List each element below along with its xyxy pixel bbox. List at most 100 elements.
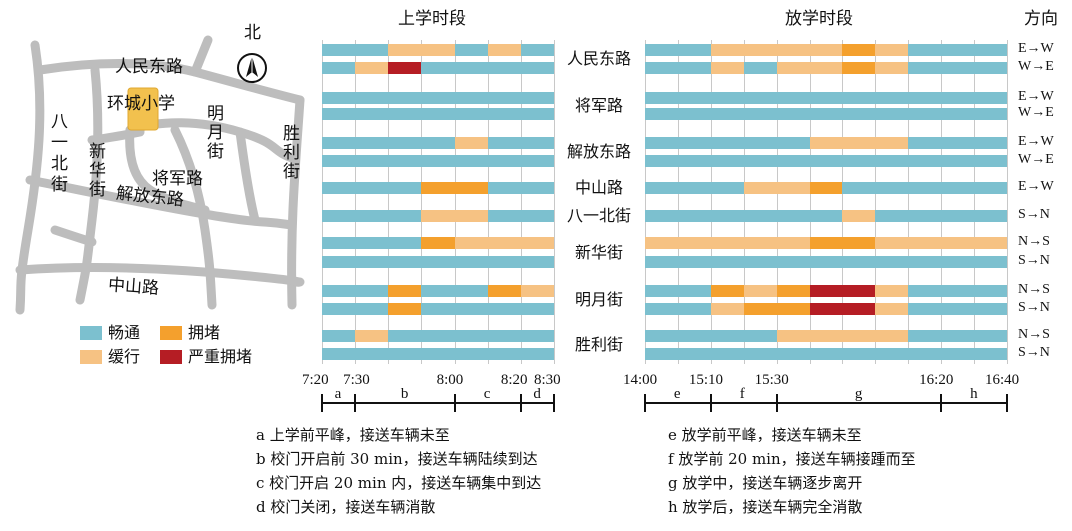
legend-swatch-severe <box>160 350 182 364</box>
traffic-segment <box>941 256 975 268</box>
direction-label: W→E <box>1018 59 1054 74</box>
traffic-segment <box>454 285 488 297</box>
traffic-segment <box>454 108 488 120</box>
road-name-label: 中山路 <box>574 178 623 197</box>
morning-bar-row <box>322 256 554 268</box>
traffic-segment <box>776 348 810 360</box>
traffic-segment <box>743 256 777 268</box>
location-map: 北 人民东路 环城小学 将军路 解放东路 中山路 八一北街 新华街 明月街 胜利… <box>0 20 320 320</box>
traffic-segment <box>645 137 678 149</box>
traffic-segment <box>487 256 521 268</box>
traffic-segment <box>875 237 909 249</box>
traffic-segment <box>743 44 777 56</box>
traffic-segment <box>520 348 554 360</box>
gridline <box>743 40 745 364</box>
traffic-segment <box>520 210 554 222</box>
traffic-segment <box>355 92 389 104</box>
traffic-segment <box>809 330 843 342</box>
traffic-segment <box>388 137 422 149</box>
traffic-segment <box>421 92 455 104</box>
traffic-segment <box>421 137 455 149</box>
traffic-segment <box>842 237 876 249</box>
afternoon-header: 放学时段 <box>785 9 853 29</box>
traffic-segment <box>645 285 678 297</box>
direction-label: E→W <box>1018 134 1054 149</box>
traffic-segment <box>974 256 1007 268</box>
traffic-segment <box>421 210 455 222</box>
traffic-segment <box>875 182 909 194</box>
gridline <box>645 40 646 364</box>
traffic-segment <box>941 155 975 167</box>
traffic-segment <box>645 92 678 104</box>
legend-label-slow: 缓行 <box>108 347 141 366</box>
note-h: h 放学后，接送车辆完全消散 <box>668 498 863 516</box>
traffic-segment <box>776 237 810 249</box>
traffic-segment <box>842 108 876 120</box>
traffic-segment <box>743 348 777 360</box>
afternoon-bar-row <box>645 62 1007 74</box>
traffic-segment <box>941 44 975 56</box>
axis-tick <box>553 394 555 412</box>
traffic-segment <box>520 237 554 249</box>
axis-tick <box>940 394 943 412</box>
axis-tick <box>453 394 456 412</box>
axis-tick <box>775 394 778 412</box>
direction-label: E→W <box>1018 179 1054 194</box>
traffic-segment <box>875 348 909 360</box>
traffic-segment <box>710 108 744 120</box>
traffic-segment <box>454 256 488 268</box>
morning-header: 上学时段 <box>398 9 466 29</box>
map-school-label: 环城小学 <box>107 94 175 114</box>
direction-label: S→N <box>1018 207 1050 222</box>
traffic-segment <box>322 155 356 167</box>
traffic-segment <box>710 44 744 56</box>
traffic-segment <box>454 210 488 222</box>
traffic-segment <box>487 108 521 120</box>
traffic-segment <box>809 62 843 74</box>
map-road-renmin: 人民东路 <box>115 57 183 77</box>
traffic-segment <box>677 330 711 342</box>
road-name-label: 人民东路 <box>566 49 631 68</box>
traffic-segment <box>908 348 942 360</box>
traffic-segment <box>710 348 744 360</box>
traffic-segment <box>487 330 521 342</box>
traffic-segment <box>710 303 744 315</box>
traffic-segment <box>355 348 389 360</box>
traffic-segment <box>974 330 1007 342</box>
traffic-segment <box>421 303 455 315</box>
map-road-xinhua: 新华街 <box>85 142 105 199</box>
traffic-segment <box>388 303 422 315</box>
afternoon-period-label: f <box>739 386 745 402</box>
traffic-segment <box>421 182 455 194</box>
traffic-segment <box>710 256 744 268</box>
traffic-segment <box>974 155 1007 167</box>
traffic-segment <box>322 285 356 297</box>
traffic-segment <box>743 210 777 222</box>
gridline <box>520 40 522 364</box>
traffic-segment <box>743 330 777 342</box>
traffic-segment <box>677 62 711 74</box>
map-road-shengli: 胜利街 <box>279 124 299 181</box>
gridline <box>421 40 423 364</box>
traffic-segment <box>908 155 942 167</box>
traffic-segment <box>941 62 975 74</box>
traffic-segment <box>710 237 744 249</box>
traffic-segment <box>645 330 678 342</box>
traffic-segment <box>677 137 711 149</box>
traffic-segment <box>908 210 942 222</box>
axis-tick <box>354 394 357 412</box>
traffic-segment <box>355 155 389 167</box>
traffic-segment <box>776 285 810 297</box>
traffic-segment <box>677 182 711 194</box>
traffic-segment <box>388 155 422 167</box>
traffic-segment <box>842 62 876 74</box>
direction-label: S→N <box>1018 253 1050 268</box>
direction-label: S→N <box>1018 345 1050 360</box>
traffic-segment <box>710 182 744 194</box>
axis-line <box>645 402 1007 404</box>
afternoon-period-label: g <box>854 386 863 402</box>
traffic-segment <box>322 137 356 149</box>
traffic-segment <box>875 303 909 315</box>
traffic-segment <box>974 62 1007 74</box>
legend: 畅通 拥堵 缓行 严重拥堵 <box>80 322 310 372</box>
